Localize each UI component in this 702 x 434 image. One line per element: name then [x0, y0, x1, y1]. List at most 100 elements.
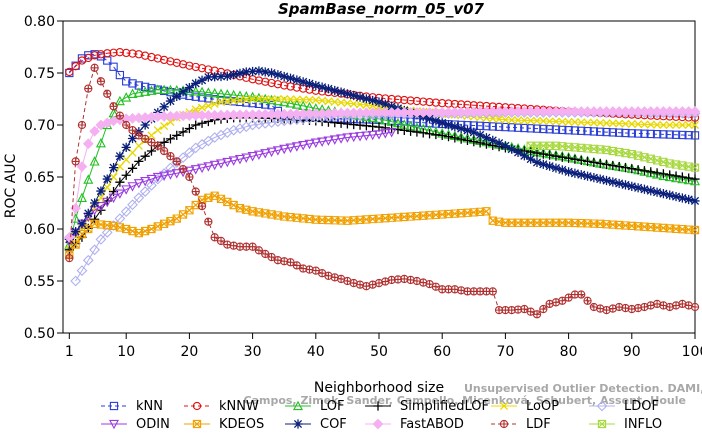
data-point-simplifiedlof — [646, 167, 656, 177]
data-point-knn — [216, 95, 226, 105]
data-point-knn — [539, 124, 548, 134]
data-point-loop — [545, 117, 554, 126]
data-point-knnw — [115, 48, 125, 57]
data-point-knnw — [172, 58, 181, 67]
data-point-ldof — [101, 227, 113, 238]
data-point-simplifiedlof — [564, 153, 574, 163]
data-point-knnw — [147, 52, 156, 62]
legend: kNN kNNW LOF SimplifiedLOF LoOP LDOF ODIN KDEOS… — [101, 399, 662, 432]
chart-title: SpamBase_norm_05_v07 — [278, 0, 485, 18]
data-point-odin — [323, 136, 334, 146]
data-point-knn — [596, 127, 605, 136]
data-point-cof — [595, 174, 605, 184]
legend-marker-knnw — [192, 401, 202, 411]
data-point-simplifiedlof — [412, 127, 422, 137]
data-point-lof — [209, 87, 220, 98]
data-point-cof — [349, 90, 359, 101]
data-point-simplifiedlof — [191, 120, 201, 130]
data-point-ldf — [254, 246, 264, 255]
legend-marker-kdeos — [192, 419, 202, 429]
data-point-cof — [285, 73, 296, 83]
y-axis-label: ROC AUC — [3, 153, 19, 218]
data-point-ldf — [589, 302, 599, 312]
data-point-simplifiedlof — [576, 155, 586, 165]
data-point-simplifiedlof — [671, 171, 681, 181]
data-point-ldf — [109, 102, 118, 111]
data-point-simplifiedlof — [146, 146, 157, 156]
data-point-cof — [121, 142, 131, 152]
data-point-cof — [500, 141, 510, 151]
data-point-loop — [621, 119, 630, 128]
legend-label-inflo: INFLO — [624, 417, 662, 432]
data-point-cof — [159, 102, 169, 112]
data-point-knn — [526, 124, 535, 133]
data-point-odin — [266, 147, 277, 158]
data-point-ldf — [197, 201, 207, 211]
data-point-inflo — [690, 163, 700, 172]
data-point-simplifiedlof — [690, 174, 700, 184]
data-point-cof — [519, 151, 529, 161]
data-point-loop — [659, 120, 668, 130]
data-point-loop — [280, 94, 289, 104]
data-point-knn — [147, 84, 156, 93]
legend-item-lof: LOF — [285, 399, 345, 414]
data-point-knn — [482, 121, 491, 131]
data-point-cof — [507, 144, 517, 154]
data-point-lof — [215, 88, 227, 98]
data-point-lof — [658, 170, 669, 181]
legend-marker-fastabod — [372, 418, 384, 430]
data-point-ldf — [122, 120, 131, 130]
data-point-simplifiedlof — [627, 164, 637, 174]
data-point-cof — [684, 194, 694, 205]
data-point-ldf — [71, 157, 80, 166]
data-point-ldf — [602, 305, 611, 315]
x-tick-label: 1 — [65, 344, 74, 360]
data-point-ldf — [488, 287, 497, 296]
data-point-knn — [115, 70, 125, 80]
data-point-simplifiedlof — [127, 163, 138, 173]
data-point-loop — [539, 116, 548, 126]
data-point-cof — [178, 87, 188, 97]
data-point-odin — [291, 142, 302, 152]
data-point-ldf — [210, 233, 219, 242]
data-point-simplifiedlof — [620, 163, 631, 173]
legend-item-knnw: kNNW — [184, 399, 259, 414]
data-point-cof — [652, 187, 662, 197]
y-tick-label: 0.80 — [24, 14, 55, 30]
data-point-loop — [558, 117, 567, 126]
data-point-odin — [361, 131, 372, 141]
data-point-ldof — [95, 234, 107, 245]
data-point-simplifiedlof — [450, 133, 460, 143]
data-point-ldof — [70, 275, 82, 287]
data-point-simplifiedlof — [121, 170, 131, 180]
data-point-loop — [122, 155, 131, 164]
data-point-knnw — [419, 97, 428, 106]
data-point-knnw — [71, 62, 80, 71]
data-point-simplifiedlof — [184, 123, 194, 134]
data-point-cof — [475, 130, 485, 140]
data-point-simplifiedlof — [374, 122, 384, 132]
data-point-cof — [582, 171, 593, 181]
data-point-ldof — [89, 244, 100, 256]
data-point-lof — [203, 87, 214, 97]
data-point-loop — [160, 121, 169, 131]
data-point-knn — [627, 129, 636, 138]
data-point-loop — [551, 117, 561, 126]
data-point-simplifiedlof — [633, 165, 643, 175]
data-point-cof — [532, 157, 542, 168]
data-point-knn — [532, 124, 542, 133]
data-point-lof — [222, 89, 233, 99]
data-point-loop — [627, 119, 636, 129]
data-point-lof — [291, 99, 302, 109]
data-point-simplifiedlof — [406, 126, 416, 136]
data-point-simplifiedlof — [684, 173, 694, 183]
data-point-cof — [481, 133, 492, 143]
data-point-cof — [557, 165, 567, 175]
data-point-ldf — [330, 273, 339, 282]
series-ldof — [70, 107, 701, 287]
data-point-loop — [577, 118, 586, 127]
data-point-knn — [109, 62, 118, 71]
data-point-odin — [190, 165, 201, 175]
data-point-cof — [456, 123, 466, 134]
